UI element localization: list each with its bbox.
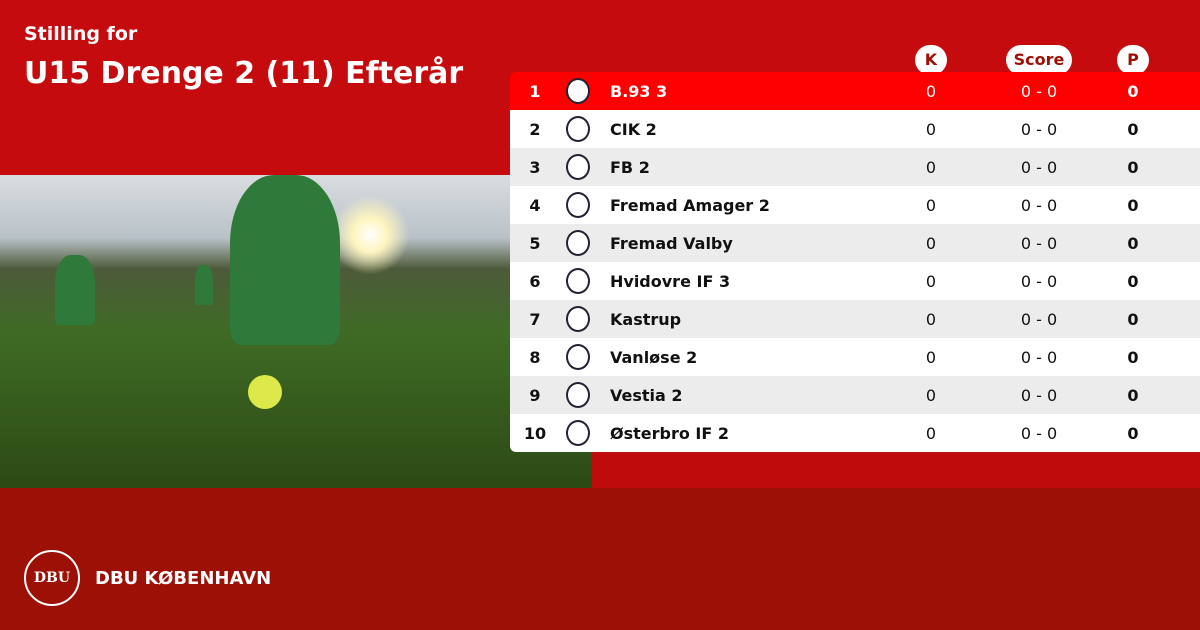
dbu-logo: DBU — [24, 550, 80, 606]
cell-p: 0 — [1127, 385, 1139, 405]
background-pattern — [592, 452, 1200, 488]
logo-text: DBU — [33, 570, 71, 586]
cell-name: Fremad Amager 2 — [610, 195, 770, 215]
team-crest-icon — [566, 268, 590, 294]
team-crest-icon — [566, 192, 590, 218]
cell-name: Vanløse 2 — [610, 347, 698, 367]
cell-k: 0 — [925, 423, 937, 443]
table-row: 4 Fremad Amager 2 0 0 - 0 0 — [510, 186, 1200, 224]
cell-k: 0 — [925, 233, 937, 253]
team-crest-icon — [566, 344, 590, 370]
cell-rank: 1 — [529, 81, 541, 101]
cell-name: CIK 2 — [610, 119, 657, 139]
team-crest-icon — [566, 154, 590, 180]
cell-score: 0 - 0 — [1020, 157, 1058, 177]
team-crest-icon — [566, 306, 590, 332]
cell-rank: 3 — [529, 157, 541, 177]
player-figure — [195, 265, 213, 305]
cell-score: 0 - 0 — [1020, 233, 1058, 253]
team-crest-icon — [566, 78, 590, 104]
cell-score: 0 - 0 — [1020, 195, 1058, 215]
cell-k: 0 — [925, 385, 937, 405]
cell-name: Vestia 2 — [610, 385, 683, 405]
cell-p: 0 — [1127, 157, 1139, 177]
table-row: 2 CIK 2 0 0 - 0 0 — [510, 110, 1200, 148]
subtitle: Stilling for — [24, 23, 138, 45]
team-crest-icon — [566, 116, 590, 142]
table-row: 6 Hvidovre IF 3 0 0 - 0 0 — [510, 262, 1200, 300]
cell-rank: 4 — [529, 195, 541, 215]
cell-p: 0 — [1127, 309, 1139, 329]
cell-p: 0 — [1127, 347, 1139, 367]
player-figure — [230, 175, 340, 345]
team-crest-icon — [566, 382, 590, 408]
cell-rank: 9 — [529, 385, 541, 405]
cell-rank: 6 — [529, 271, 541, 291]
cell-k: 0 — [925, 271, 937, 291]
cell-name: Østerbro IF 2 — [610, 423, 730, 443]
table-row: 7 Kastrup 0 0 - 0 0 — [510, 300, 1200, 338]
player-figure — [55, 255, 95, 325]
team-crest-icon — [566, 420, 590, 446]
table-row: 10 Østerbro IF 2 0 0 - 0 0 — [510, 414, 1200, 452]
cell-score: 0 - 0 — [1020, 385, 1058, 405]
table-row: 1 B.93 3 0 0 - 0 0 — [510, 72, 1200, 110]
table-row: 8 Vanløse 2 0 0 - 0 0 — [510, 338, 1200, 376]
cell-score: 0 - 0 — [1020, 271, 1058, 291]
cell-name: B.93 3 — [610, 81, 668, 101]
cell-rank: 5 — [529, 233, 541, 253]
cell-score: 0 - 0 — [1020, 119, 1058, 139]
column-header-k: K — [915, 45, 947, 75]
cell-score: 0 - 0 — [1020, 423, 1058, 443]
football-photo — [0, 175, 592, 488]
cell-rank: 8 — [529, 347, 541, 367]
cell-p: 0 — [1127, 233, 1139, 253]
cell-name: FB 2 — [610, 157, 650, 177]
cell-k: 0 — [925, 157, 937, 177]
cell-k: 0 — [925, 309, 937, 329]
football — [248, 375, 282, 409]
cell-p: 0 — [1127, 271, 1139, 291]
brand-name: DBU KØBENHAVN — [95, 568, 272, 589]
cell-score: 0 - 0 — [1020, 81, 1058, 101]
column-header-score: Score — [1006, 45, 1072, 75]
cell-score: 0 - 0 — [1020, 347, 1058, 367]
cell-p: 0 — [1127, 423, 1139, 443]
cell-name: Fremad Valby — [610, 233, 733, 253]
sun-glare — [330, 195, 410, 275]
cell-p: 0 — [1127, 119, 1139, 139]
table-row: 3 FB 2 0 0 - 0 0 — [510, 148, 1200, 186]
cell-k: 0 — [925, 81, 937, 101]
cell-k: 0 — [925, 195, 937, 215]
cell-p: 0 — [1127, 195, 1139, 215]
page-title: U15 Drenge 2 (11) Efterår — [24, 56, 464, 91]
cell-score: 0 - 0 — [1020, 309, 1058, 329]
cell-name: Kastrup — [610, 309, 682, 329]
table-row: 5 Fremad Valby 0 0 - 0 0 — [510, 224, 1200, 262]
cell-k: 0 — [925, 347, 937, 367]
team-crest-icon — [566, 230, 590, 256]
cell-rank: 7 — [529, 309, 541, 329]
cell-p: 0 — [1127, 81, 1139, 101]
cell-k: 0 — [925, 119, 937, 139]
cell-rank: 2 — [529, 119, 541, 139]
footer — [0, 488, 1200, 630]
table-row: 9 Vestia 2 0 0 - 0 0 — [510, 376, 1200, 414]
column-header-p: P — [1117, 45, 1149, 75]
cell-name: Hvidovre IF 3 — [610, 271, 731, 291]
cell-rank: 10 — [523, 423, 547, 443]
